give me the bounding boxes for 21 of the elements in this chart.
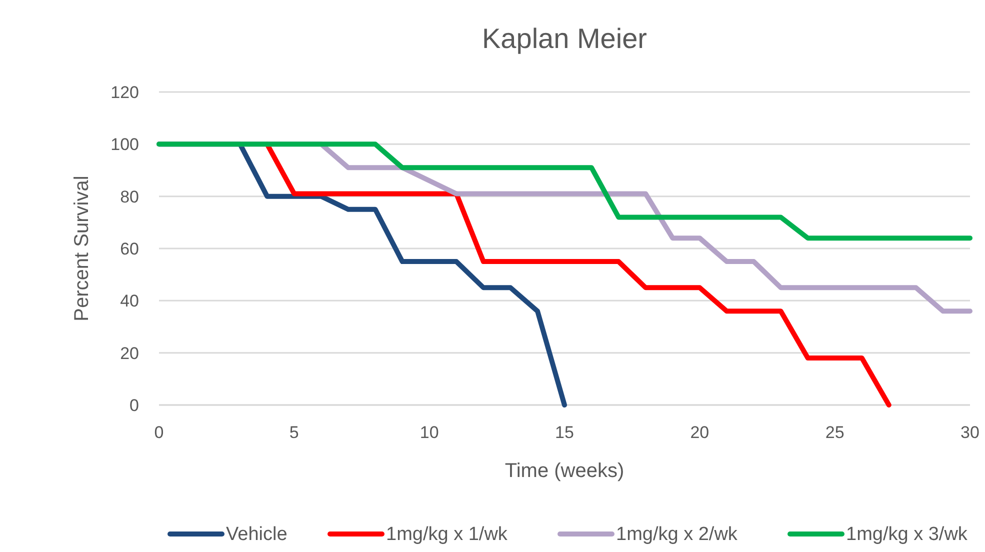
x-tick-label: 25 bbox=[825, 423, 844, 442]
x-tick-label: 15 bbox=[555, 423, 574, 442]
x-tick-label: 10 bbox=[420, 423, 439, 442]
y-tick-label: 0 bbox=[130, 396, 139, 415]
y-tick-label: 100 bbox=[110, 135, 139, 154]
x-axis-title: Time (weeks) bbox=[504, 460, 624, 482]
legend-label: 1mg/kg x 1/wk bbox=[386, 524, 508, 545]
y-tick-label: 120 bbox=[110, 82, 139, 102]
x-tick-label: 20 bbox=[690, 423, 710, 442]
legend-label: Vehicle bbox=[226, 524, 288, 545]
legend-label: 1mg/kg x 2/wk bbox=[616, 524, 738, 545]
y-tick-label: 60 bbox=[120, 239, 139, 258]
x-tick-label: 30 bbox=[960, 423, 980, 442]
y-tick-label: 20 bbox=[120, 344, 139, 363]
legend-label: 1mg/kg x 3/wk bbox=[846, 524, 968, 545]
y-axis-title: Percent Survival bbox=[71, 176, 93, 322]
y-tick-label: 80 bbox=[120, 187, 139, 206]
x-tick-label: 5 bbox=[289, 423, 299, 442]
y-tick-label: 40 bbox=[120, 292, 139, 311]
chart-title: Kaplan Meier bbox=[482, 23, 647, 54]
x-tick-label: 0 bbox=[154, 423, 164, 442]
